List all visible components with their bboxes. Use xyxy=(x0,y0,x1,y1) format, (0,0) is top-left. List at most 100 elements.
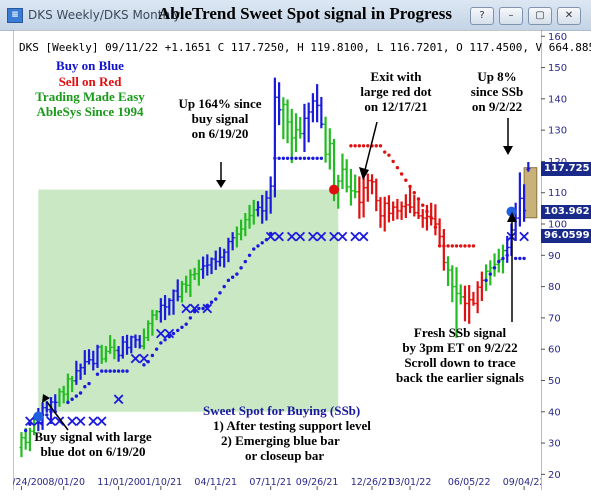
support-dot xyxy=(45,413,49,417)
y-tick-label: 100 xyxy=(548,220,567,231)
price-bar xyxy=(441,229,446,271)
support-dot xyxy=(315,156,319,160)
price-bar xyxy=(416,199,421,220)
support-dot xyxy=(87,381,91,386)
support-dot xyxy=(180,325,184,329)
legend-sell: Sell on Red xyxy=(58,74,122,89)
annotation-fresh-ssb: Fresh SSb signal by 3pm ET on 9/2/22 Scr… xyxy=(396,325,524,385)
price-bar xyxy=(374,178,379,212)
arrow-buy-signal xyxy=(46,401,69,431)
price-bar xyxy=(108,335,113,354)
annotation-sweet-spot: Sweet Spot for Buying (SSb) 1) After tes… xyxy=(203,403,371,463)
arrow-exit-head xyxy=(359,167,369,180)
price-bar xyxy=(129,335,134,354)
price-bar xyxy=(234,226,239,248)
price-bar xyxy=(146,320,151,342)
price-bar xyxy=(306,102,311,143)
support-dot xyxy=(214,297,218,301)
support-dot xyxy=(70,397,74,401)
support-dot xyxy=(235,272,239,276)
stop-x-mark xyxy=(156,328,166,339)
price-bar xyxy=(378,197,383,228)
stop-x-mark xyxy=(75,416,86,426)
stop-x-mark xyxy=(139,353,149,364)
price-bar xyxy=(526,162,531,172)
stop-x-mark xyxy=(164,328,175,339)
price-bar xyxy=(424,204,429,231)
arrow-up164-head xyxy=(216,180,226,188)
price-bar xyxy=(302,103,307,153)
x-tick-label: 09/04/22 xyxy=(503,477,541,488)
stop-x-mark xyxy=(88,416,99,426)
price-bar xyxy=(260,194,265,224)
y-tick-label: 70 xyxy=(548,313,561,324)
support-dot xyxy=(290,156,294,160)
price-bar xyxy=(294,113,299,153)
close-button[interactable]: ✕ xyxy=(557,7,581,25)
minimize-button[interactable]: – xyxy=(499,7,523,25)
support-dot xyxy=(522,256,526,261)
price-bar xyxy=(298,116,303,139)
restore-button[interactable]: ▢ xyxy=(528,7,552,25)
stop-x-mark xyxy=(265,231,276,242)
support-dot xyxy=(239,266,243,270)
resistance-dot xyxy=(433,225,438,229)
annotation-buy-signal: Buy signal with large blue dot on 6/19/2… xyxy=(34,429,152,459)
price-bar xyxy=(340,153,345,189)
price-bar xyxy=(361,172,366,218)
price-bar xyxy=(446,256,451,286)
window-title: DKS Weekly/DKS Monthly xyxy=(28,8,181,22)
support-dot xyxy=(116,369,121,373)
annotation-up8: Up 8% since SSb on 9/2/22 xyxy=(470,69,524,114)
price-bar xyxy=(243,213,248,237)
stop-x-mark xyxy=(130,353,141,364)
price-bar xyxy=(353,174,358,199)
price-bar xyxy=(103,346,108,363)
support-dot xyxy=(513,256,518,261)
price-bar xyxy=(163,295,168,321)
resistance-dot xyxy=(366,144,370,148)
support-dot xyxy=(209,300,214,304)
resistance-dot xyxy=(408,184,412,189)
annotation-exit: Exit with large red dot on 12/17/21 xyxy=(360,69,432,114)
title-bar: ≡ DKS Weekly/DKS Monthly AbleTrend Sweet… xyxy=(0,0,591,31)
price-bar xyxy=(412,194,417,217)
price-box-support: 96.0599 xyxy=(541,229,591,244)
price-bar xyxy=(125,334,130,355)
price-bar xyxy=(281,97,286,140)
help-button[interactable]: ? xyxy=(470,7,494,25)
price-bar xyxy=(479,271,484,301)
resistance-dot xyxy=(353,144,357,148)
price-bar xyxy=(403,194,408,219)
price-bar xyxy=(420,208,425,228)
y-tick-label: 40 xyxy=(548,407,561,418)
price-bar xyxy=(196,259,201,286)
x-tick-label: 08/01/20 xyxy=(42,477,85,488)
resistance-dot xyxy=(374,144,378,148)
price-bar xyxy=(239,219,244,241)
ohlc-header: DKS [Weekly] 09/11/22 +1.1651 C 117.7250… xyxy=(19,41,591,54)
support-dot xyxy=(100,369,104,373)
price-bar xyxy=(201,256,206,279)
price-bar xyxy=(289,108,294,163)
support-dot xyxy=(311,156,315,160)
arrow-exit xyxy=(364,121,378,171)
price-bar xyxy=(222,248,227,268)
y-tick-label: 150 xyxy=(548,63,567,74)
price-bar xyxy=(395,198,400,220)
y-tick-label: 20 xyxy=(548,470,561,481)
resistance-dot xyxy=(404,178,408,182)
support-dot xyxy=(484,278,488,283)
support-dot xyxy=(205,303,210,308)
arrow-buy-signal-head xyxy=(42,394,50,403)
price-bar xyxy=(141,328,146,350)
price-bar xyxy=(70,376,75,393)
arrow-up8-head xyxy=(503,146,513,155)
price-bar xyxy=(365,173,370,202)
y-tick-label: 140 xyxy=(548,94,567,105)
legend-brand: AbleSys Since 1994 xyxy=(36,104,144,119)
price-bar xyxy=(154,310,159,321)
price-bar xyxy=(450,265,455,303)
